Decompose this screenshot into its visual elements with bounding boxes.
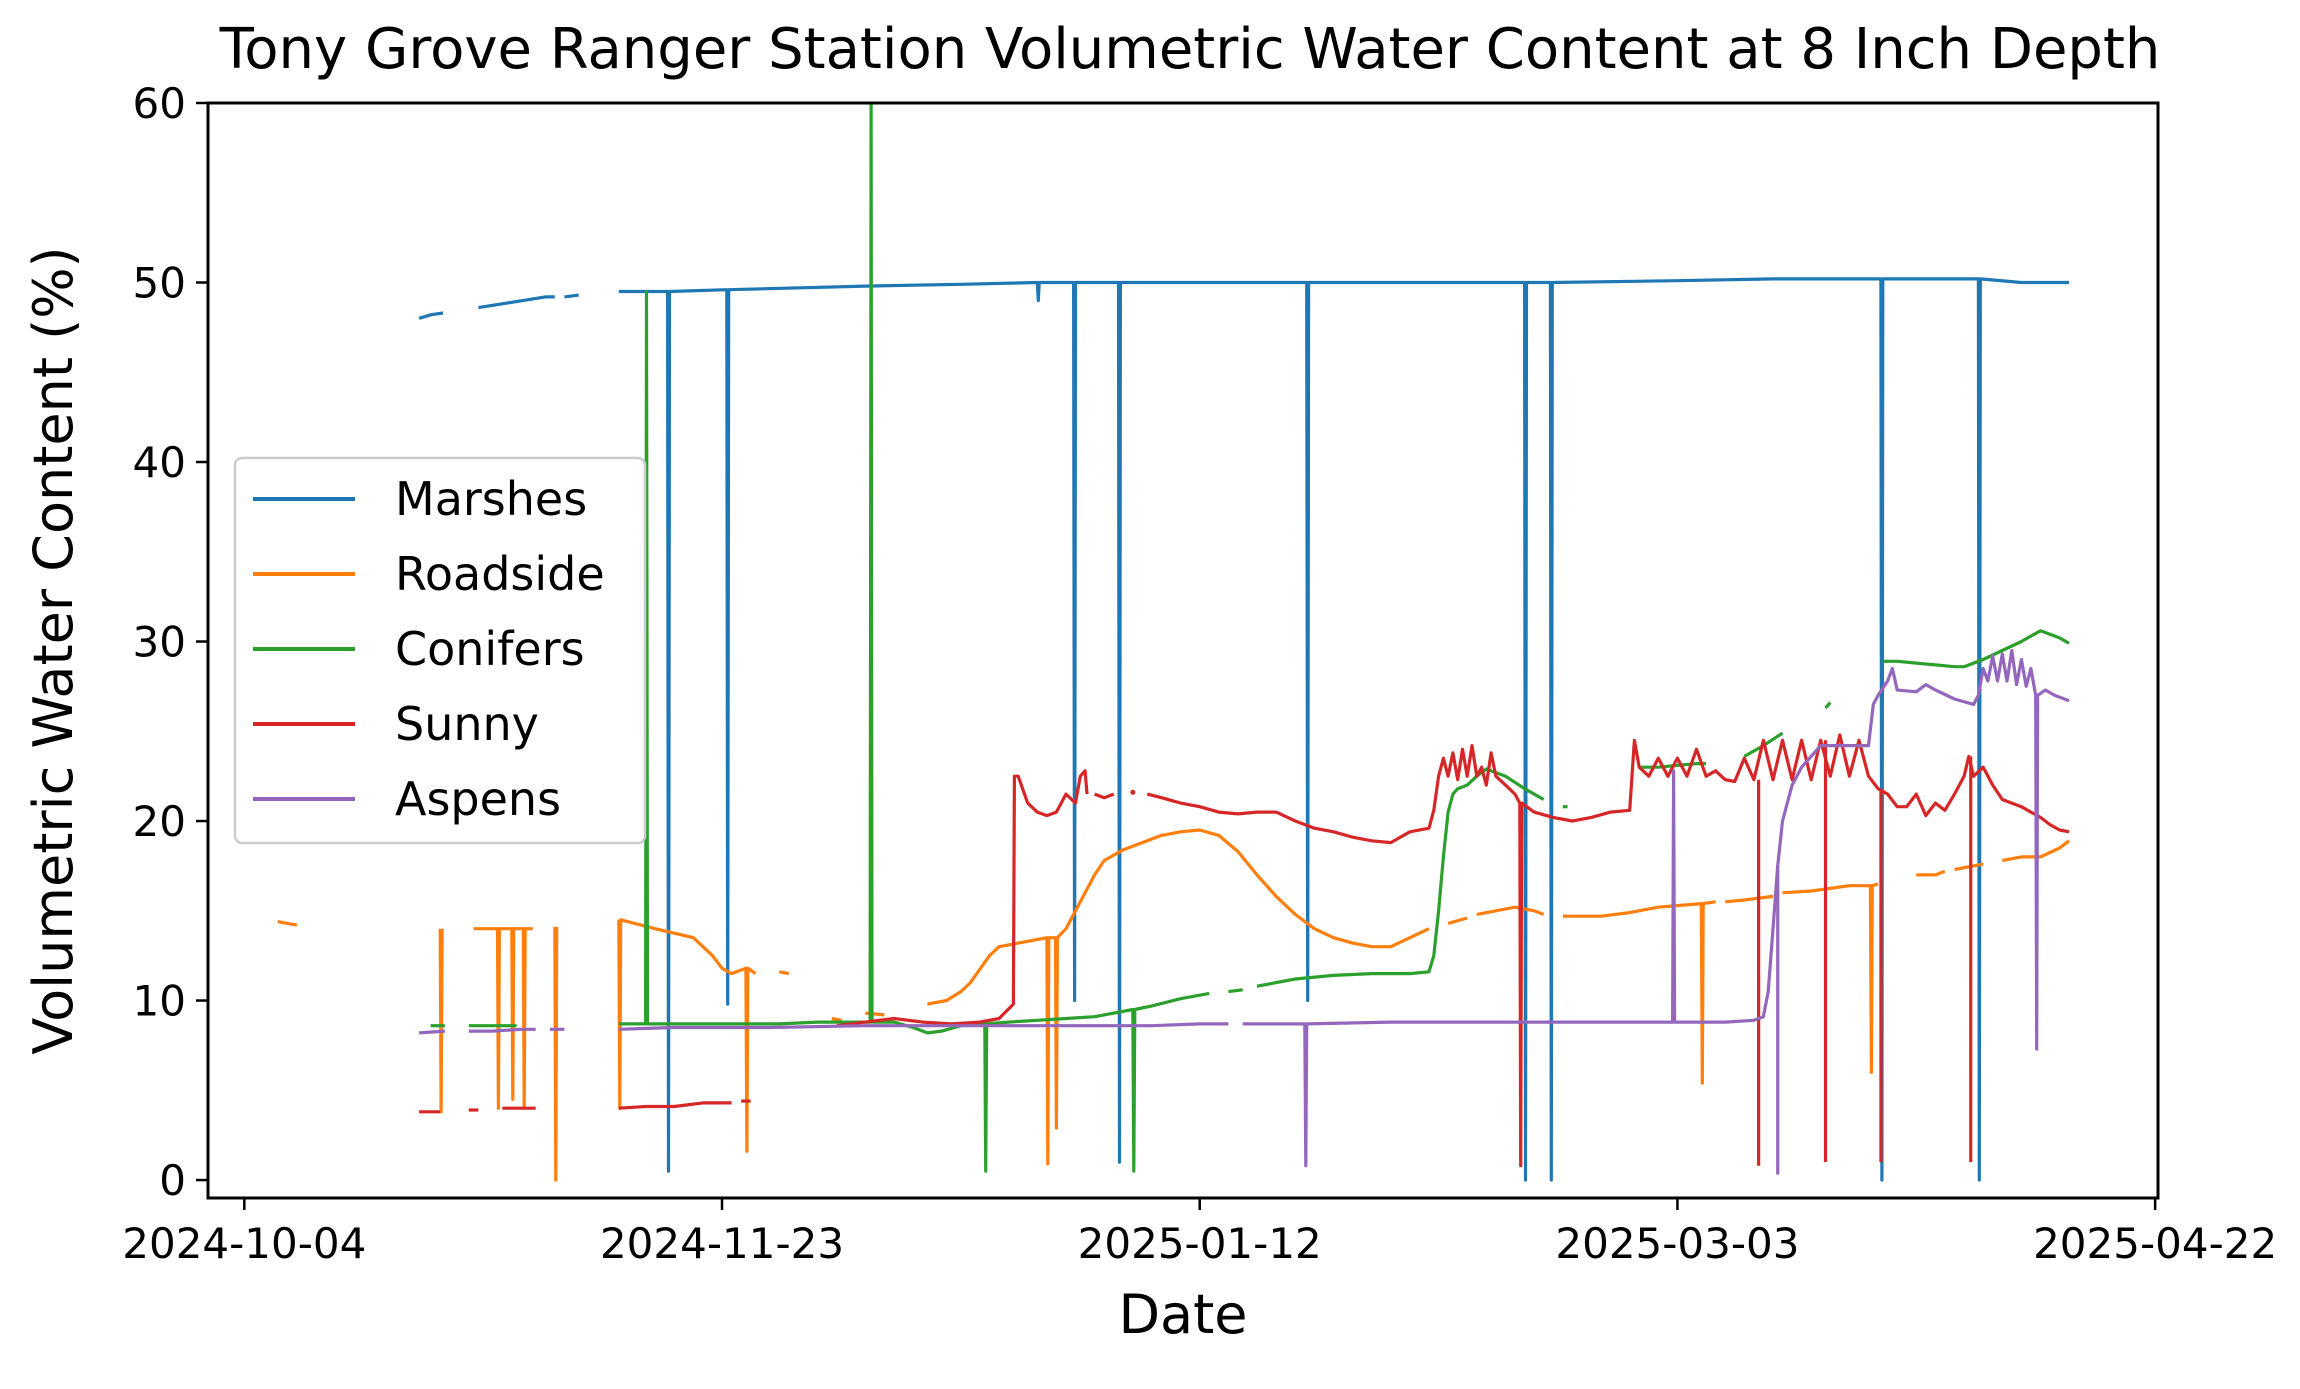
series-aspens-segment [418,1029,446,1035]
y-tick-label: 20 [133,797,186,846]
series-marshes-segment [618,277,2070,1182]
series-sunny-segment [1146,733,2070,1168]
y-tick-label: 60 [133,79,186,128]
series-conifers [430,103,2070,1173]
legend-label: Conifers [395,622,585,676]
series-roadside-segment [438,928,444,1114]
series-marshes-segment [564,293,579,299]
series-aspens-segment [618,1022,1229,1031]
series-roadside-segment [779,970,790,976]
legend: Marshes Roadside Conifers Sunny Aspens [233,456,647,845]
y-tick-label: 10 [133,977,186,1026]
series-roadside-segment [617,918,757,1153]
series-roadside [277,828,2071,1182]
series-sunny [419,733,2070,1168]
x-tick-label: 2025-04-22 [2033,1219,2277,1268]
series-sunny-segment [836,769,1089,1028]
legend-label: Roadside [395,547,605,601]
legend-label: Aspens [395,772,561,826]
series-layer [277,103,2071,1182]
series-conifers-segment [1228,988,1243,994]
series-roadside-segment [2002,839,2071,863]
series-marshes-segment [478,295,555,310]
y-tick-label: 0 [159,1156,186,1205]
series-marshes-segment [418,311,444,320]
x-axis-label: Date [1118,1283,1247,1346]
legend-label: Marshes [395,472,587,526]
series-aspens [418,648,2070,1175]
series-roadside-segment [473,927,533,1110]
series-roadside-segment [1916,869,1946,877]
series-roadside-segment [553,926,559,1182]
series-roadside-segment [1954,862,1984,872]
series-aspens-segment [1242,648,2070,1168]
series-aspens-segment [468,1027,536,1033]
series-roadside-segment [1476,905,1545,916]
series-roadside-segment [277,920,298,927]
series-conifers-segment [1256,767,1545,988]
y-tick-label: 50 [133,259,186,308]
series-sunny-segment [1094,792,1115,800]
series-roadside-segment [1447,916,1468,925]
x-tick-label: 2025-03-03 [1555,1219,1799,1268]
x-tick-label: 2025-01-12 [1078,1219,1322,1268]
y-tick-label: 40 [133,438,186,487]
legend-box [233,456,647,845]
series-roadside-segment [1725,894,1774,904]
series-roadside-segment [831,1016,842,1022]
x-tick-label: 2024-11-23 [600,1219,844,1268]
series-conifers-segment [1882,629,2070,669]
series-roadside-segment [865,1011,885,1017]
y-tick-label: 30 [133,618,186,667]
legend-label: Sunny [395,697,539,751]
series-roadside-segment [1782,882,1879,1074]
series-conifers-segment [618,103,1210,1173]
series-marshes [418,277,2070,1182]
x-axis: 2024-10-04 2024-11-23 2025-01-12 2025-03-03… [122,1198,2277,1268]
series-roadside-segment [1562,900,1716,1085]
plot-frame [206,101,2160,1200]
series-conifers-segment [1824,701,1832,709]
series-sunny-segment [618,1101,732,1110]
chart-title: Tony Grove Ranger Station Volumetric Wat… [219,17,2161,82]
y-axis-label: Volumetric Water Content (%) [22,246,85,1054]
y-axis: 0 10 20 30 40 50 60 [133,79,208,1205]
x-tick-label: 2024-10-04 [122,1219,366,1268]
series-roadside-segment [927,828,1430,1166]
series-sunny-point [1130,789,1136,795]
